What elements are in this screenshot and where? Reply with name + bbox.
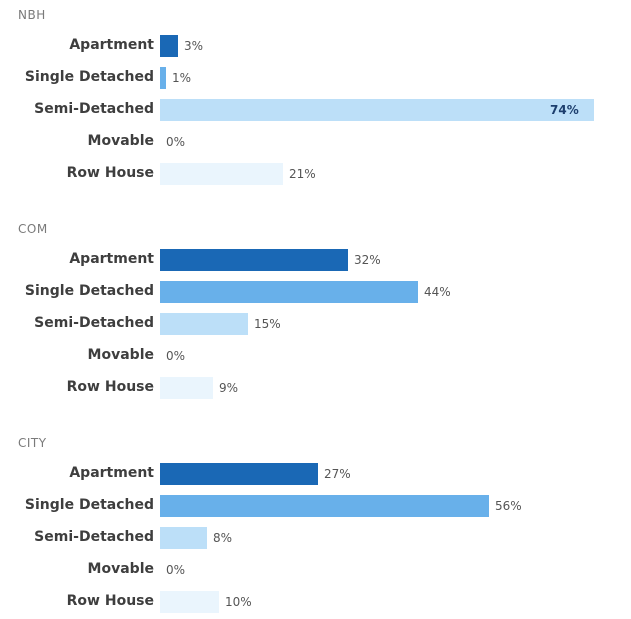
bar-row-city-row-house: Row House 10%: [0, 590, 631, 614]
bar-row-nbh-movable: Movable 0%: [0, 130, 631, 154]
value-label: 15%: [254, 317, 281, 331]
bar-row-nbh-semi-detached: Semi-Detached 74%: [0, 98, 631, 122]
value-label: 0%: [166, 563, 186, 577]
category-label: Row House: [66, 379, 154, 395]
group-title-city: CITY: [18, 436, 47, 450]
bar-city-row-house: [160, 591, 219, 613]
value-label: 0%: [166, 135, 186, 149]
bar-row-city-movable: Movable 0%: [0, 558, 631, 582]
category-label: Single Detached: [24, 497, 154, 513]
bar-nbh-apartment: [160, 35, 178, 57]
category-label: Row House: [66, 593, 154, 609]
category-label: Semi-Detached: [34, 101, 154, 117]
bar-row-city-semi-detached: Semi-Detached 8%: [0, 526, 631, 550]
group-title-nbh: NBH: [18, 8, 46, 22]
bar-row-com-movable: Movable 0%: [0, 344, 631, 368]
bar-city-single-detached: [160, 495, 489, 517]
value-label: 9%: [219, 381, 239, 395]
bar-nbh-row-house: [160, 163, 283, 185]
bar-row-nbh-apartment: Apartment 3%: [0, 34, 631, 58]
bar-row-nbh-single-detached: Single Detached 1%: [0, 66, 631, 90]
value-label: 27%: [324, 467, 351, 481]
bar-row-city-apartment: Apartment 27%: [0, 462, 631, 486]
value-label: 1%: [172, 71, 192, 85]
value-label: 3%: [184, 39, 204, 53]
category-label: Single Detached: [24, 283, 154, 299]
bar-row-com-apartment: Apartment 32%: [0, 248, 631, 272]
bar-city-apartment: [160, 463, 318, 485]
bar-row-nbh-row-house: Row House 21%: [0, 162, 631, 186]
bar-row-com-semi-detached: Semi-Detached 15%: [0, 312, 631, 336]
bar-row-com-row-house: Row House 9%: [0, 376, 631, 400]
category-label: Semi-Detached: [34, 315, 154, 331]
value-label: 10%: [225, 595, 252, 609]
category-label: Apartment: [69, 251, 154, 267]
category-label: Movable: [87, 347, 154, 363]
bar-nbh-single-detached: [160, 67, 166, 89]
group-title-com: COM: [18, 222, 48, 236]
bar-nbh-semi-detached: [160, 99, 594, 121]
bar-com-row-house: [160, 377, 213, 399]
category-label: Single Detached: [24, 69, 154, 85]
value-label: 44%: [424, 285, 451, 299]
category-label: Semi-Detached: [34, 529, 154, 545]
category-label: Movable: [87, 561, 154, 577]
category-label: Row House: [66, 165, 154, 181]
bar-row-com-single-detached: Single Detached 44%: [0, 280, 631, 304]
category-label: Movable: [87, 133, 154, 149]
category-label: Apartment: [69, 465, 154, 481]
bar-com-apartment: [160, 249, 348, 271]
bar-com-semi-detached: [160, 313, 248, 335]
value-label: 56%: [495, 499, 522, 513]
value-label: 32%: [354, 253, 381, 267]
bar-row-city-single-detached: Single Detached 56%: [0, 494, 631, 518]
value-label: 0%: [166, 349, 186, 363]
value-label: 21%: [289, 167, 316, 181]
bar-com-single-detached: [160, 281, 418, 303]
category-label: Apartment: [69, 37, 154, 53]
bar-city-semi-detached: [160, 527, 207, 549]
value-label: 8%: [213, 531, 233, 545]
value-label: 74%: [550, 103, 579, 117]
